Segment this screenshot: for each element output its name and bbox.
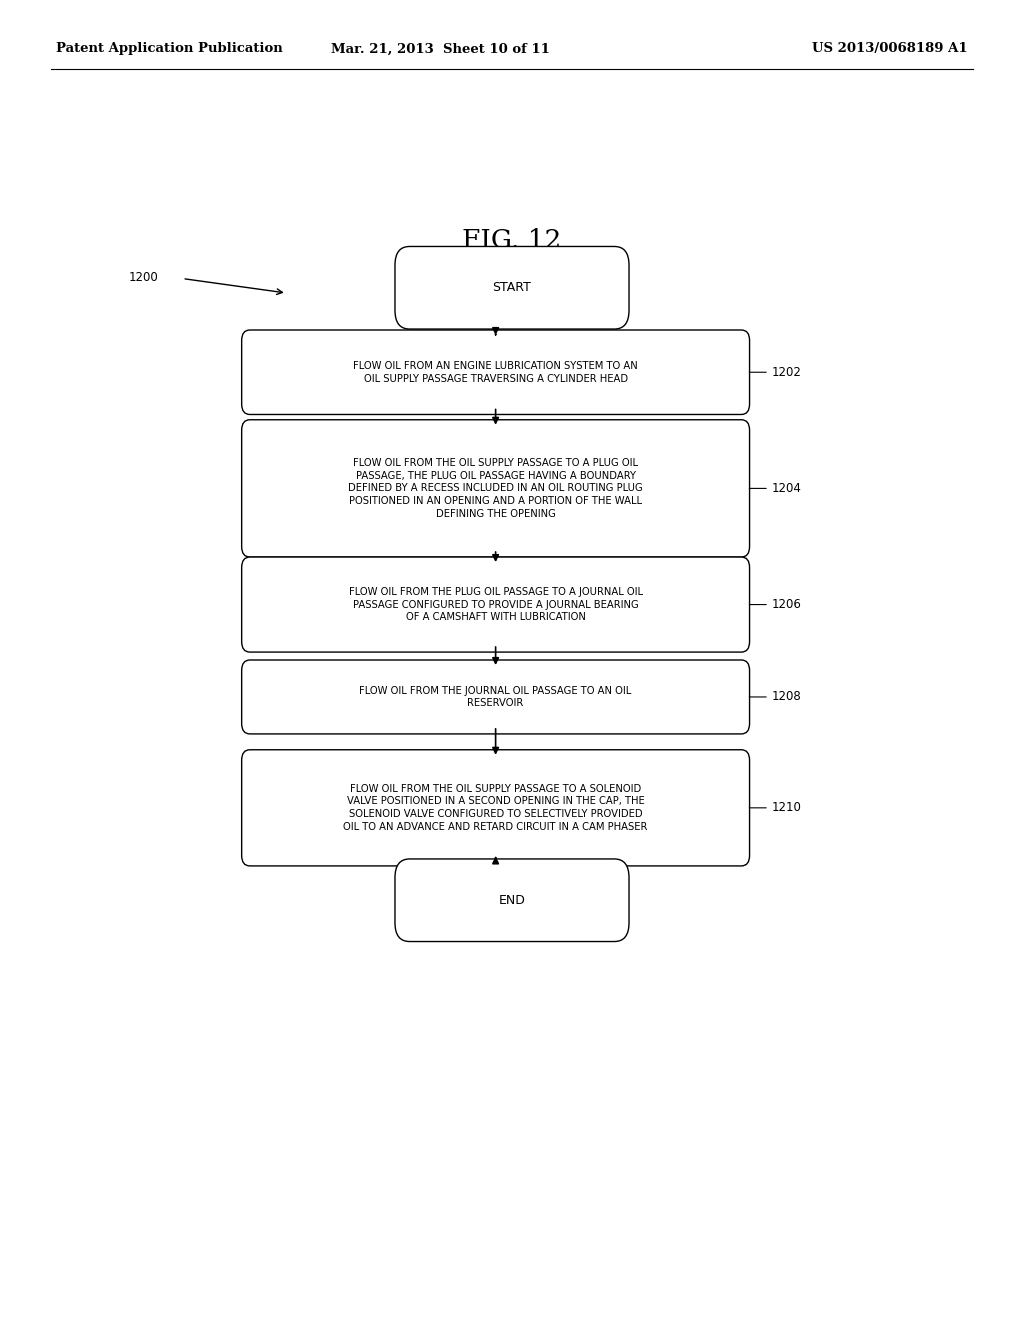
FancyBboxPatch shape <box>242 557 750 652</box>
Text: 1204: 1204 <box>772 482 802 495</box>
FancyBboxPatch shape <box>395 247 629 329</box>
Text: FIG. 12: FIG. 12 <box>462 228 562 252</box>
Text: FLOW OIL FROM AN ENGINE LUBRICATION SYSTEM TO AN
OIL SUPPLY PASSAGE TRAVERSING A: FLOW OIL FROM AN ENGINE LUBRICATION SYST… <box>353 360 638 384</box>
Text: Patent Application Publication: Patent Application Publication <box>56 42 283 55</box>
Text: FLOW OIL FROM THE OIL SUPPLY PASSAGE TO A PLUG OIL
PASSAGE, THE PLUG OIL PASSAGE: FLOW OIL FROM THE OIL SUPPLY PASSAGE TO … <box>348 458 643 519</box>
Text: Mar. 21, 2013  Sheet 10 of 11: Mar. 21, 2013 Sheet 10 of 11 <box>331 42 550 55</box>
Text: 1206: 1206 <box>772 598 802 611</box>
Text: START: START <box>493 281 531 294</box>
Text: END: END <box>499 894 525 907</box>
FancyBboxPatch shape <box>242 420 750 557</box>
Text: 1208: 1208 <box>772 690 802 704</box>
Text: 1202: 1202 <box>772 366 802 379</box>
FancyBboxPatch shape <box>242 330 750 414</box>
Text: US 2013/0068189 A1: US 2013/0068189 A1 <box>812 42 968 55</box>
Text: FLOW OIL FROM THE JOURNAL OIL PASSAGE TO AN OIL
RESERVOIR: FLOW OIL FROM THE JOURNAL OIL PASSAGE TO… <box>359 685 632 709</box>
FancyBboxPatch shape <box>242 750 750 866</box>
Text: FLOW OIL FROM THE OIL SUPPLY PASSAGE TO A SOLENOID
VALVE POSITIONED IN A SECOND : FLOW OIL FROM THE OIL SUPPLY PASSAGE TO … <box>343 784 648 832</box>
FancyBboxPatch shape <box>395 859 629 941</box>
Text: FLOW OIL FROM THE PLUG OIL PASSAGE TO A JOURNAL OIL
PASSAGE CONFIGURED TO PROVID: FLOW OIL FROM THE PLUG OIL PASSAGE TO A … <box>348 587 643 622</box>
FancyBboxPatch shape <box>242 660 750 734</box>
Text: 1200: 1200 <box>129 271 159 284</box>
Text: 1210: 1210 <box>772 801 802 814</box>
